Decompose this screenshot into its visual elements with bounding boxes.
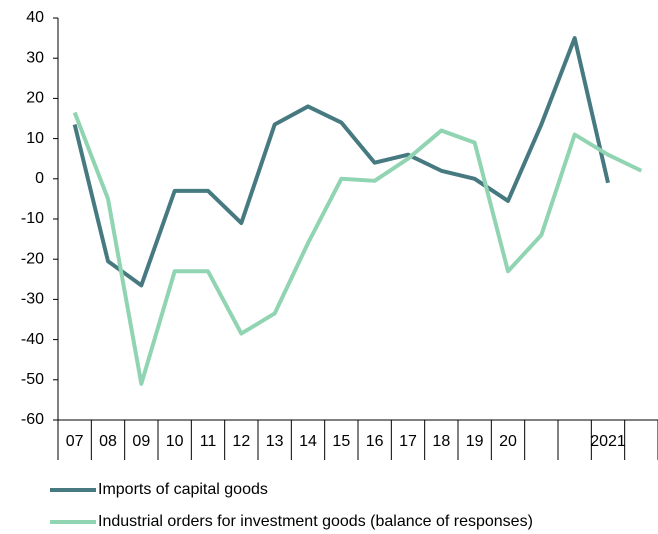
- x-tick-label: 09: [132, 433, 150, 450]
- x-tick-label: 14: [299, 433, 317, 450]
- x-tick-label: 17: [399, 433, 417, 450]
- x-tick-label: 15: [332, 433, 350, 450]
- x-tick-label: 11: [200, 433, 217, 450]
- x-tick-label: 08: [99, 433, 117, 450]
- y-tick-label: 0: [35, 170, 44, 187]
- y-tick-label: 20: [26, 90, 44, 107]
- x-tick-label: 20: [499, 433, 517, 450]
- x-tick-label: 18: [432, 433, 450, 450]
- y-tick-label: -60: [21, 411, 44, 428]
- legend-label: Industrial orders for investment goods (…: [98, 513, 533, 530]
- x-tick-label: 19: [466, 433, 484, 450]
- y-tick-label: -20: [21, 250, 44, 267]
- y-tick-label: 10: [26, 130, 44, 147]
- x-tick-label: 10: [166, 433, 184, 450]
- y-tick-label: 40: [26, 9, 44, 26]
- legend-label: Imports of capital goods: [98, 481, 268, 498]
- y-tick-label: -30: [21, 291, 44, 308]
- series-line: [72, 111, 643, 386]
- series-line: [72, 36, 610, 288]
- x-tick-label: 2021: [590, 433, 626, 450]
- y-tick-label: 30: [26, 49, 44, 66]
- x-tick-label: 16: [366, 433, 384, 450]
- x-tick-label: 12: [232, 433, 250, 450]
- x-tick-label: 07: [66, 433, 84, 450]
- y-tick-label: -50: [21, 371, 44, 388]
- x-tick-label: 13: [266, 433, 284, 450]
- y-tick-label: -40: [21, 331, 44, 348]
- y-tick-label: -10: [21, 210, 44, 227]
